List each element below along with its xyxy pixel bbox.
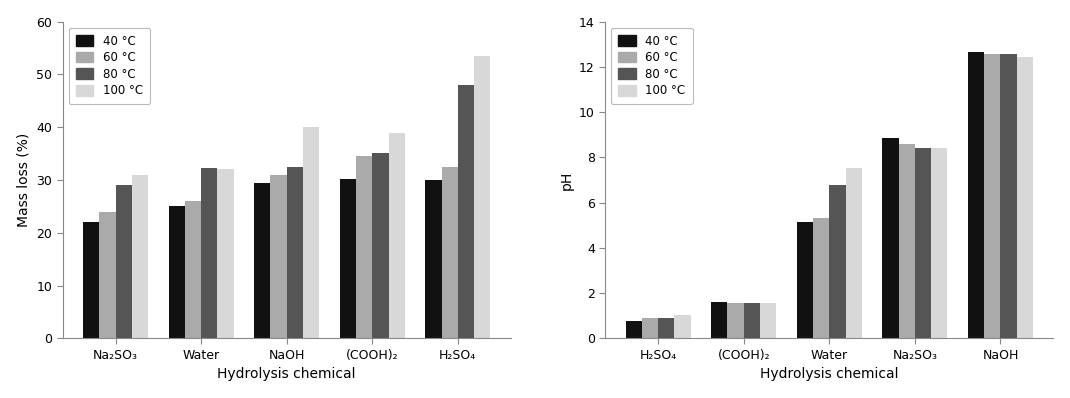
- Bar: [845, 168, 861, 338]
- Bar: [674, 314, 690, 338]
- Bar: [829, 185, 845, 338]
- Bar: [169, 207, 185, 338]
- Bar: [100, 212, 116, 338]
- Bar: [388, 133, 404, 338]
- Bar: [271, 175, 287, 338]
- X-axis label: Hydrolysis chemical: Hydrolysis chemical: [760, 367, 899, 381]
- Bar: [883, 138, 899, 338]
- Bar: [984, 55, 1000, 338]
- Y-axis label: Mass loss (%): Mass loss (%): [17, 133, 31, 227]
- Bar: [642, 318, 658, 338]
- Bar: [132, 175, 148, 338]
- Legend: 40 °C, 60 °C, 80 °C, 100 °C: 40 °C, 60 °C, 80 °C, 100 °C: [68, 27, 150, 104]
- Bar: [255, 183, 271, 338]
- Bar: [372, 152, 388, 338]
- Bar: [1016, 57, 1033, 338]
- Bar: [458, 85, 474, 338]
- Bar: [968, 52, 984, 338]
- Bar: [712, 302, 728, 338]
- X-axis label: Hydrolysis chemical: Hydrolysis chemical: [217, 367, 356, 381]
- Bar: [915, 148, 931, 338]
- Bar: [303, 127, 319, 338]
- Bar: [185, 201, 201, 338]
- Bar: [728, 303, 744, 338]
- Bar: [899, 144, 915, 338]
- Bar: [626, 322, 642, 338]
- Bar: [813, 219, 829, 338]
- Bar: [426, 180, 442, 338]
- Bar: [83, 222, 100, 338]
- Bar: [217, 170, 233, 338]
- Bar: [201, 168, 217, 338]
- Bar: [760, 303, 776, 338]
- Bar: [797, 222, 813, 338]
- Bar: [1000, 55, 1016, 338]
- Bar: [658, 318, 674, 338]
- Legend: 40 °C, 60 °C, 80 °C, 100 °C: 40 °C, 60 °C, 80 °C, 100 °C: [611, 27, 692, 104]
- Bar: [442, 167, 458, 338]
- Bar: [287, 167, 303, 338]
- Bar: [340, 179, 356, 338]
- Bar: [356, 156, 372, 338]
- Bar: [744, 303, 760, 338]
- Bar: [116, 185, 132, 338]
- Y-axis label: pH: pH: [560, 170, 574, 189]
- Bar: [474, 56, 490, 338]
- Bar: [931, 148, 947, 338]
